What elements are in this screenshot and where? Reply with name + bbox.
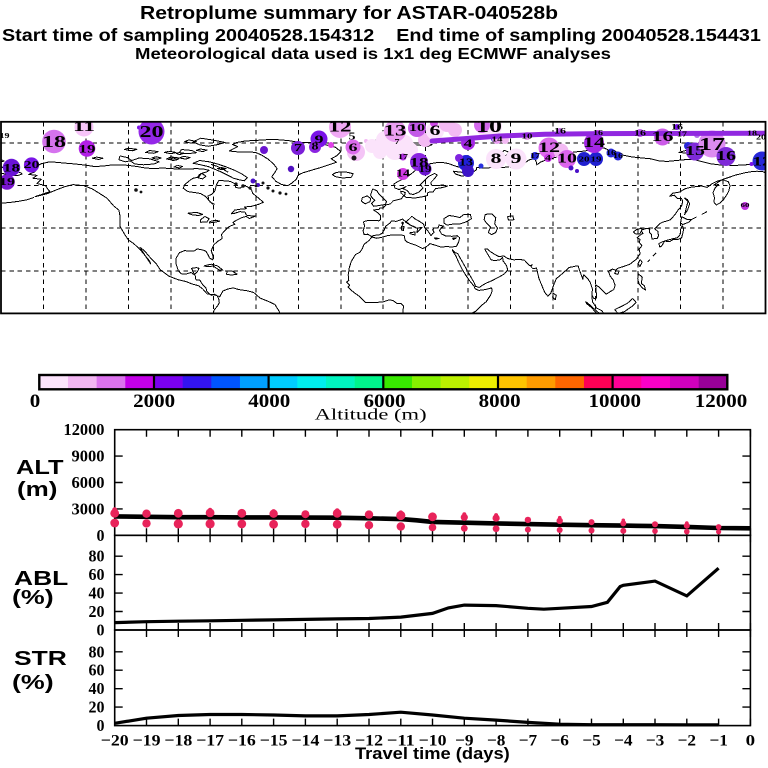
svg-text:−15: −15 xyxy=(260,733,288,750)
svg-text:−19: −19 xyxy=(133,733,161,750)
svg-text:16: 16 xyxy=(613,152,624,160)
svg-text:12: 12 xyxy=(753,154,768,169)
svg-text:20: 20 xyxy=(89,602,105,621)
svg-text:6000: 6000 xyxy=(364,391,406,412)
svg-text:17: 17 xyxy=(699,134,725,154)
svg-text:5: 5 xyxy=(349,132,356,143)
svg-text:−1: −1 xyxy=(709,733,728,750)
svg-text:−16: −16 xyxy=(228,733,256,750)
svg-text:4000: 4000 xyxy=(248,391,290,412)
svg-text:20: 20 xyxy=(89,698,105,717)
svg-text:20: 20 xyxy=(756,134,767,142)
svg-text:Altitude (m): Altitude (m) xyxy=(315,407,427,424)
svg-text:−13: −13 xyxy=(323,733,351,750)
svg-text:16: 16 xyxy=(634,129,646,138)
svg-text:19: 19 xyxy=(591,155,602,164)
svg-text:0: 0 xyxy=(97,621,105,640)
svg-text:18: 18 xyxy=(410,155,430,170)
svg-text:14: 14 xyxy=(396,169,410,180)
svg-text:18: 18 xyxy=(747,130,758,138)
svg-text:0: 0 xyxy=(746,733,756,750)
svg-text:−9: −9 xyxy=(455,733,474,750)
svg-text:20: 20 xyxy=(579,155,590,164)
svg-text:2000: 2000 xyxy=(133,391,175,412)
svg-text:16: 16 xyxy=(652,129,675,145)
svg-text:8: 8 xyxy=(312,142,319,153)
svg-text:4: 4 xyxy=(464,136,473,150)
svg-text:19: 19 xyxy=(0,132,10,140)
svg-text:16: 16 xyxy=(716,149,736,164)
svg-text:16: 16 xyxy=(593,129,604,137)
svg-text:−7: −7 xyxy=(519,733,538,750)
svg-text:0: 0 xyxy=(97,526,105,545)
svg-text:19: 19 xyxy=(0,176,16,188)
svg-text:16: 16 xyxy=(606,149,617,157)
svg-text:14: 14 xyxy=(583,135,606,151)
svg-text:7: 7 xyxy=(294,142,303,154)
svg-text:−5: −5 xyxy=(582,733,601,750)
svg-text:40: 40 xyxy=(89,679,105,698)
svg-text:6: 6 xyxy=(349,140,358,154)
svg-text:−2: −2 xyxy=(678,733,697,750)
svg-text:0: 0 xyxy=(97,716,105,735)
svg-text:4: 4 xyxy=(545,154,551,163)
svg-text:−12: −12 xyxy=(355,733,383,750)
svg-text:18: 18 xyxy=(3,161,20,175)
svg-text:−20: −20 xyxy=(101,733,129,750)
svg-text:20: 20 xyxy=(140,122,164,141)
svg-text:60: 60 xyxy=(741,203,750,209)
svg-text:−6: −6 xyxy=(550,733,569,750)
svg-text:9000: 9000 xyxy=(72,447,105,466)
svg-text:6: 6 xyxy=(430,123,442,139)
svg-text:10000: 10000 xyxy=(589,391,642,412)
svg-text:−10: −10 xyxy=(419,733,447,750)
svg-text:−14: −14 xyxy=(291,733,319,750)
svg-text:6000: 6000 xyxy=(72,473,105,492)
svg-text:19: 19 xyxy=(79,142,96,156)
svg-text:−3: −3 xyxy=(646,733,665,750)
svg-text:−8: −8 xyxy=(487,733,506,750)
svg-text:−4: −4 xyxy=(614,733,633,750)
svg-text:60: 60 xyxy=(89,565,105,584)
svg-text:−11: −11 xyxy=(387,733,415,750)
svg-text:11: 11 xyxy=(73,119,95,135)
svg-text:20: 20 xyxy=(24,159,41,171)
svg-text:12000: 12000 xyxy=(64,420,105,439)
svg-text:80: 80 xyxy=(89,547,105,566)
svg-text:−17: −17 xyxy=(196,733,224,750)
svg-text:15: 15 xyxy=(685,144,705,159)
svg-text:9: 9 xyxy=(315,132,324,146)
svg-text:80: 80 xyxy=(89,642,105,661)
svg-text:17: 17 xyxy=(530,152,541,160)
svg-text:10: 10 xyxy=(476,116,502,136)
svg-text:12: 12 xyxy=(538,140,560,156)
svg-text:10: 10 xyxy=(522,132,533,141)
svg-text:12000: 12000 xyxy=(695,391,748,412)
svg-text:60: 60 xyxy=(89,661,105,680)
svg-text:40: 40 xyxy=(89,584,105,603)
svg-text:13: 13 xyxy=(459,158,473,169)
svg-text:0: 0 xyxy=(30,391,41,412)
svg-text:17: 17 xyxy=(398,153,409,161)
svg-text:19: 19 xyxy=(419,164,433,174)
svg-text:13: 13 xyxy=(384,123,407,140)
svg-text:18: 18 xyxy=(42,132,66,151)
svg-text:9: 9 xyxy=(511,151,522,167)
svg-text:3000: 3000 xyxy=(72,499,105,518)
svg-text:8000: 8000 xyxy=(479,391,521,412)
svg-text:12: 12 xyxy=(329,119,352,136)
svg-text:10: 10 xyxy=(409,122,426,134)
svg-text:17: 17 xyxy=(677,131,688,139)
svg-text:8: 8 xyxy=(491,151,502,167)
svg-text:−18: −18 xyxy=(164,733,192,750)
svg-text:16: 16 xyxy=(671,123,683,132)
svg-text:10: 10 xyxy=(557,152,577,167)
svg-text:14: 14 xyxy=(492,135,503,144)
svg-text:7: 7 xyxy=(395,138,401,146)
svg-text:16: 16 xyxy=(554,127,566,136)
